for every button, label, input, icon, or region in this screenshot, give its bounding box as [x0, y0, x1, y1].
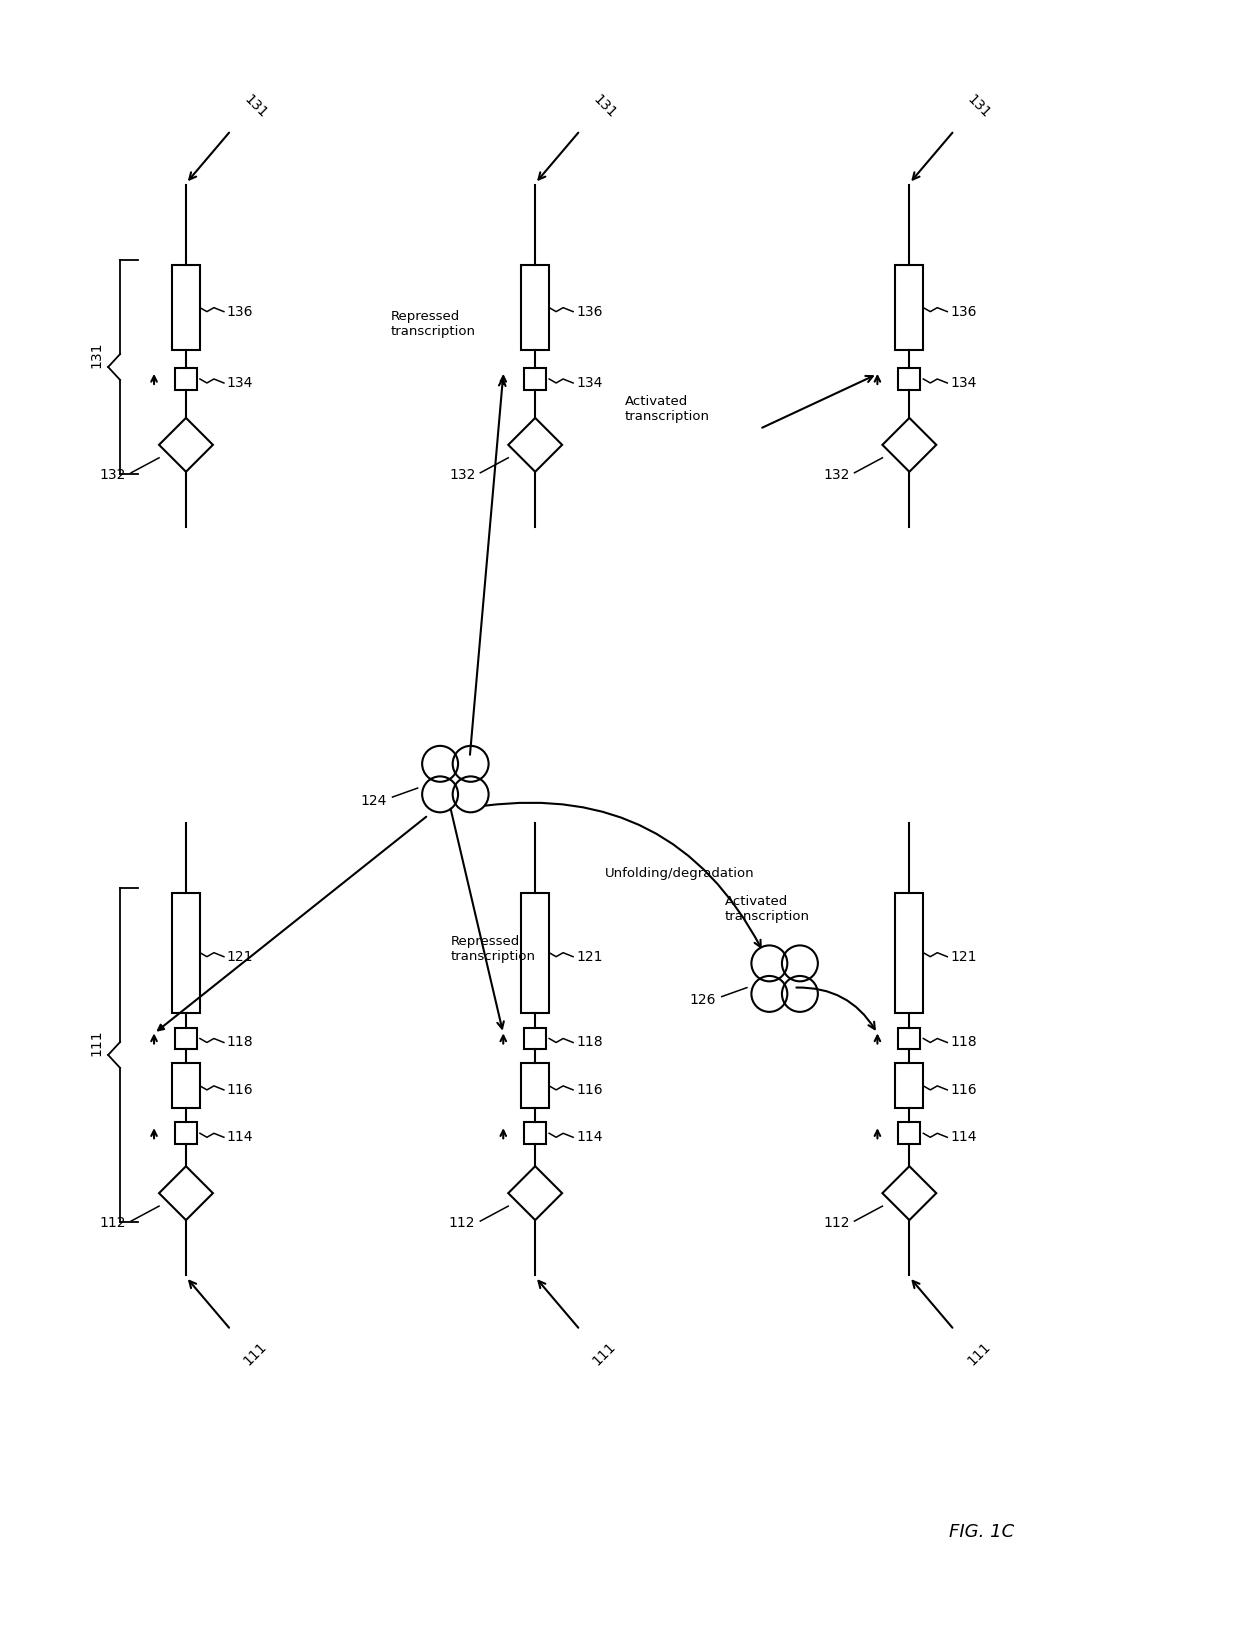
Text: 126: 126	[689, 993, 717, 1007]
Text: 111: 111	[965, 1340, 993, 1369]
Text: 131: 131	[965, 92, 993, 121]
Text: 111: 111	[89, 1029, 103, 1056]
Text: 118: 118	[227, 1036, 253, 1049]
Text: 116: 116	[950, 1083, 977, 1096]
Text: 114: 114	[950, 1131, 977, 1144]
Text: Repressed
transcription: Repressed transcription	[391, 310, 475, 338]
Bar	[172, 892, 200, 1013]
Text: 112: 112	[99, 1216, 126, 1230]
Bar	[898, 1123, 920, 1144]
Text: FIG. 1C: FIG. 1C	[950, 1523, 1014, 1541]
Text: 114: 114	[227, 1131, 253, 1144]
Bar	[895, 1064, 924, 1108]
Text: 131: 131	[241, 92, 269, 121]
Text: 124: 124	[361, 794, 387, 807]
Bar	[521, 265, 549, 350]
Text: 134: 134	[950, 376, 977, 391]
Text: 111: 111	[590, 1340, 619, 1369]
Text: 131: 131	[89, 342, 103, 368]
Text: 131: 131	[590, 92, 619, 121]
Text: 132: 132	[99, 467, 126, 482]
Text: Activated
transcription: Activated transcription	[625, 395, 711, 423]
Bar	[175, 1028, 197, 1049]
Text: 136: 136	[227, 304, 253, 319]
Text: Activated
transcription: Activated transcription	[724, 895, 810, 923]
Bar	[175, 1123, 197, 1144]
Text: 136: 136	[577, 304, 603, 319]
Bar	[895, 265, 924, 350]
Bar	[525, 1028, 546, 1049]
Bar	[521, 892, 549, 1013]
Bar	[525, 1123, 546, 1144]
Text: 111: 111	[241, 1340, 269, 1369]
Text: 121: 121	[577, 949, 603, 964]
Text: 118: 118	[577, 1036, 603, 1049]
Text: Repressed
transcription: Repressed transcription	[450, 935, 536, 962]
Bar	[175, 368, 197, 391]
Text: 114: 114	[577, 1131, 603, 1144]
Text: 132: 132	[449, 467, 475, 482]
Bar	[172, 1064, 200, 1108]
Text: Unfolding/degradation: Unfolding/degradation	[605, 868, 755, 881]
Bar	[521, 1064, 549, 1108]
Text: 112: 112	[823, 1216, 849, 1230]
Bar	[172, 265, 200, 350]
Text: 134: 134	[227, 376, 253, 391]
Text: 136: 136	[950, 304, 977, 319]
Text: 118: 118	[950, 1036, 977, 1049]
Text: 134: 134	[577, 376, 603, 391]
Text: 132: 132	[823, 467, 849, 482]
Text: 121: 121	[950, 949, 977, 964]
Bar	[525, 368, 546, 391]
Bar	[895, 892, 924, 1013]
Bar	[898, 368, 920, 391]
Text: 116: 116	[227, 1083, 253, 1096]
Text: 121: 121	[227, 949, 253, 964]
Text: 112: 112	[449, 1216, 475, 1230]
Bar	[898, 1028, 920, 1049]
Text: 116: 116	[577, 1083, 603, 1096]
